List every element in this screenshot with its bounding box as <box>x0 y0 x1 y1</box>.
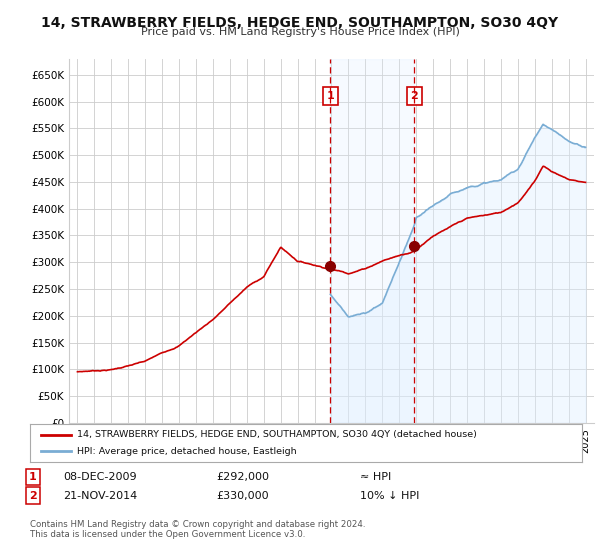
Text: 1: 1 <box>326 91 334 101</box>
Text: £330,000: £330,000 <box>216 491 269 501</box>
Text: £292,000: £292,000 <box>216 472 269 482</box>
Text: 14, STRAWBERRY FIELDS, HEDGE END, SOUTHAMPTON, SO30 4QY: 14, STRAWBERRY FIELDS, HEDGE END, SOUTHA… <box>41 16 559 30</box>
Text: ≈ HPI: ≈ HPI <box>360 472 391 482</box>
Text: 2: 2 <box>410 91 418 101</box>
Text: 21-NOV-2014: 21-NOV-2014 <box>63 491 137 501</box>
Text: 2: 2 <box>29 491 37 501</box>
Bar <box>331 59 415 423</box>
Text: 14, STRAWBERRY FIELDS, HEDGE END, SOUTHAMPTON, SO30 4QY (detached house): 14, STRAWBERRY FIELDS, HEDGE END, SOUTHA… <box>77 430 477 439</box>
Text: Contains HM Land Registry data © Crown copyright and database right 2024.
This d: Contains HM Land Registry data © Crown c… <box>30 520 365 539</box>
Text: 10% ↓ HPI: 10% ↓ HPI <box>360 491 419 501</box>
Text: HPI: Average price, detached house, Eastleigh: HPI: Average price, detached house, East… <box>77 447 296 456</box>
Text: 1: 1 <box>29 472 37 482</box>
Text: Price paid vs. HM Land Registry's House Price Index (HPI): Price paid vs. HM Land Registry's House … <box>140 27 460 37</box>
Text: 08-DEC-2009: 08-DEC-2009 <box>63 472 137 482</box>
